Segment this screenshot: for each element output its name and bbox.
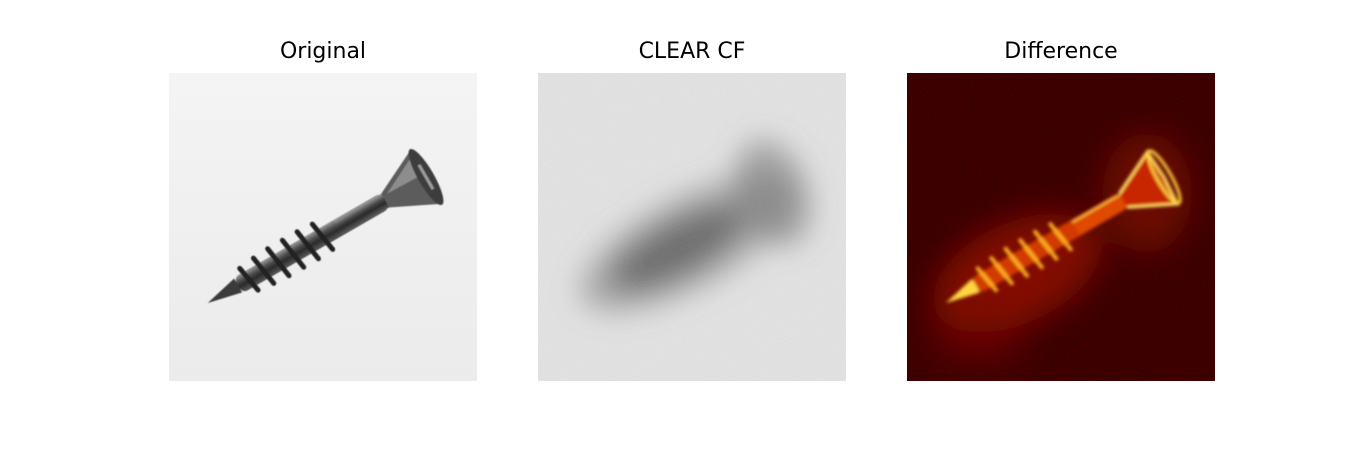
- panel-clear-cf: CLEAR CF: [538, 0, 846, 400]
- counterfactual-image: [538, 73, 846, 381]
- original-image: [169, 73, 477, 381]
- original-screw-svg: [169, 73, 477, 381]
- difference-heatmap: [907, 73, 1215, 381]
- panel-original: Original: [169, 0, 477, 400]
- difference-heatmap-svg: [907, 73, 1215, 381]
- panel-title-clear-cf: CLEAR CF: [538, 38, 846, 66]
- panel-title-original: Original: [169, 38, 477, 66]
- panel-title-difference: Difference: [907, 38, 1215, 66]
- panel-difference: Difference: [907, 0, 1215, 400]
- counterfactual-screw-svg: [538, 73, 846, 381]
